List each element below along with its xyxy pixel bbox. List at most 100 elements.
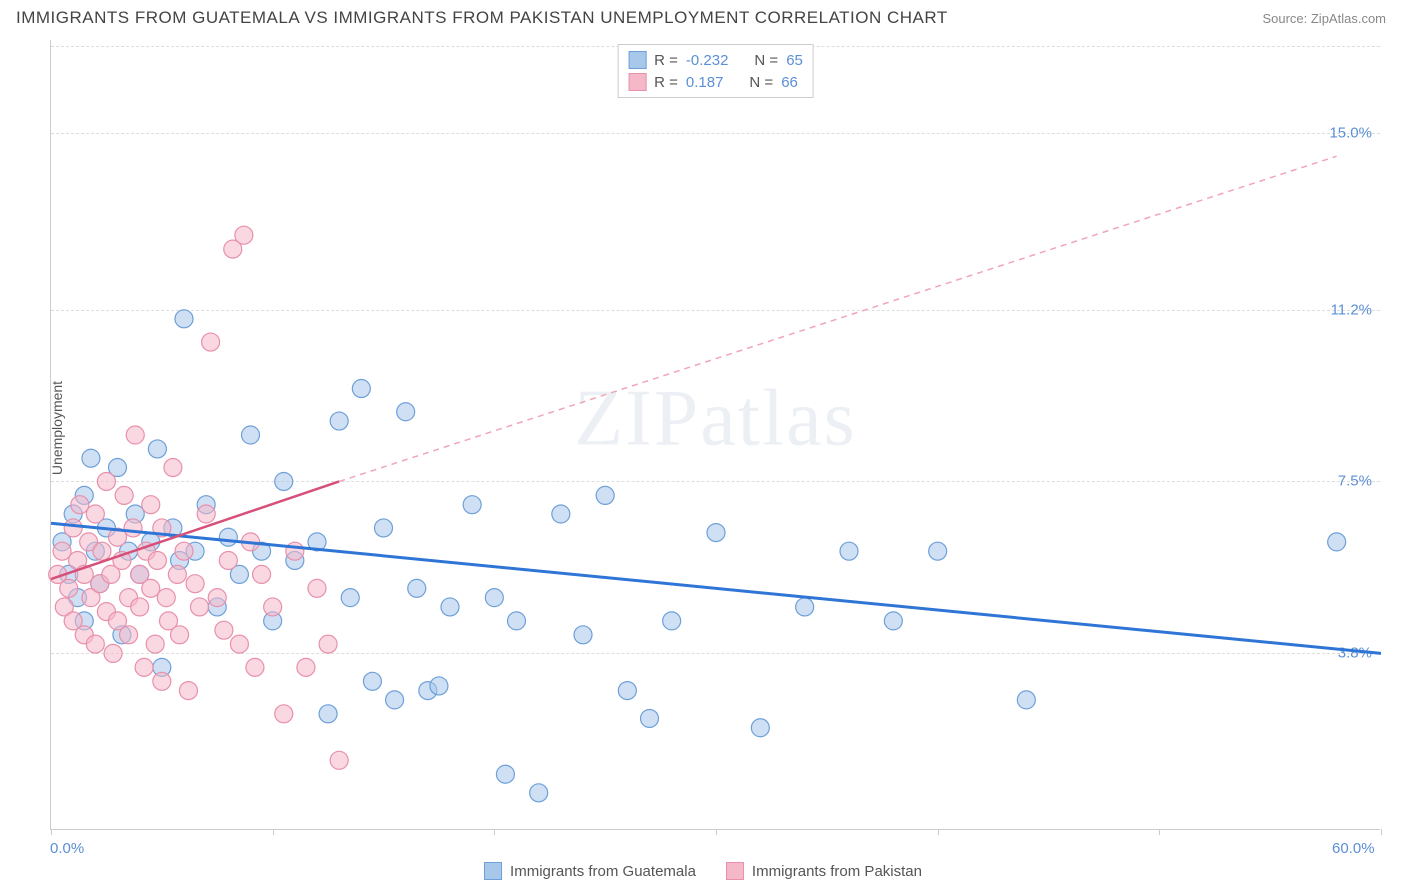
data-point xyxy=(219,551,237,569)
data-point xyxy=(375,519,393,537)
x-tick-label-max: 60.0% xyxy=(1332,840,1375,857)
data-point xyxy=(884,612,902,630)
legend-label-guatemala: Immigrants from Guatemala xyxy=(510,863,696,880)
data-point xyxy=(264,598,282,616)
data-point xyxy=(530,784,548,802)
swatch-guatemala xyxy=(628,51,646,69)
data-point xyxy=(246,658,264,676)
r-value-guatemala: -0.232 xyxy=(686,52,729,69)
n-value-guatemala: 65 xyxy=(786,52,803,69)
data-point xyxy=(230,635,248,653)
n-label: N = xyxy=(749,74,773,91)
x-tick-label-min: 0.0% xyxy=(50,840,84,857)
data-point xyxy=(208,589,226,607)
swatch-guatemala xyxy=(484,862,502,880)
data-point xyxy=(142,579,160,597)
data-point xyxy=(82,449,100,467)
data-point xyxy=(463,496,481,514)
chart-area: ZIPatlas R = -0.232 N = 65 R = 0.187 N =… xyxy=(50,40,1380,830)
data-point xyxy=(124,519,142,537)
data-point xyxy=(297,658,315,676)
data-point xyxy=(397,403,415,421)
data-point xyxy=(386,691,404,709)
data-point xyxy=(171,626,189,644)
series-legend: Immigrants from Guatemala Immigrants fro… xyxy=(484,862,922,880)
x-tick xyxy=(1381,829,1382,835)
data-point xyxy=(168,565,186,583)
data-point xyxy=(146,635,164,653)
data-point xyxy=(441,598,459,616)
data-point xyxy=(153,672,171,690)
data-point xyxy=(574,626,592,644)
data-point xyxy=(408,579,426,597)
data-point xyxy=(707,524,725,542)
source-label: Source: ZipAtlas.com xyxy=(1262,11,1386,26)
x-tick xyxy=(1159,829,1160,835)
data-point xyxy=(286,542,304,560)
swatch-pakistan xyxy=(726,862,744,880)
data-point xyxy=(120,626,138,644)
data-point xyxy=(71,496,89,514)
data-point xyxy=(330,412,348,430)
trend-line-guatemala xyxy=(51,523,1381,653)
data-point xyxy=(202,333,220,351)
data-point xyxy=(148,551,166,569)
data-point xyxy=(275,705,293,723)
data-point xyxy=(796,598,814,616)
x-tick xyxy=(51,829,52,835)
data-point xyxy=(64,519,82,537)
scatter-plot-svg xyxy=(51,40,1380,829)
x-tick xyxy=(273,829,274,835)
data-point xyxy=(135,658,153,676)
data-point xyxy=(508,612,526,630)
data-point xyxy=(485,589,503,607)
data-point xyxy=(253,565,271,583)
legend-label-pakistan: Immigrants from Pakistan xyxy=(752,863,922,880)
r-value-pakistan: 0.187 xyxy=(686,74,724,91)
data-point xyxy=(618,682,636,700)
stats-row-guatemala: R = -0.232 N = 65 xyxy=(628,49,803,71)
data-point xyxy=(275,472,293,490)
data-point xyxy=(53,542,71,560)
stats-legend: R = -0.232 N = 65 R = 0.187 N = 66 xyxy=(617,44,814,98)
data-point xyxy=(1017,691,1035,709)
data-point xyxy=(1328,533,1346,551)
data-point xyxy=(663,612,681,630)
data-point xyxy=(157,589,175,607)
data-point xyxy=(148,440,166,458)
data-point xyxy=(496,765,514,783)
data-point xyxy=(363,672,381,690)
swatch-pakistan xyxy=(628,73,646,91)
r-label: R = xyxy=(654,74,678,91)
data-point xyxy=(330,751,348,769)
data-point xyxy=(131,598,149,616)
data-point xyxy=(929,542,947,560)
data-point xyxy=(191,598,209,616)
data-point xyxy=(179,682,197,700)
data-point xyxy=(186,575,204,593)
x-tick xyxy=(494,829,495,835)
data-point xyxy=(319,635,337,653)
data-point xyxy=(197,505,215,523)
data-point xyxy=(86,505,104,523)
data-point xyxy=(242,426,260,444)
data-point xyxy=(126,426,144,444)
n-label: N = xyxy=(754,52,778,69)
legend-item-guatemala: Immigrants from Guatemala xyxy=(484,862,696,880)
data-point xyxy=(164,459,182,477)
x-tick xyxy=(938,829,939,835)
data-point xyxy=(641,709,659,727)
data-point xyxy=(142,496,160,514)
trend-line-pakistan-dash xyxy=(339,156,1337,481)
data-point xyxy=(308,579,326,597)
data-point xyxy=(430,677,448,695)
data-point xyxy=(215,621,233,639)
data-point xyxy=(93,542,111,560)
x-tick xyxy=(716,829,717,835)
data-point xyxy=(175,310,193,328)
data-point xyxy=(352,380,370,398)
data-point xyxy=(235,226,253,244)
data-point xyxy=(97,472,115,490)
data-point xyxy=(552,505,570,523)
n-value-pakistan: 66 xyxy=(781,74,798,91)
